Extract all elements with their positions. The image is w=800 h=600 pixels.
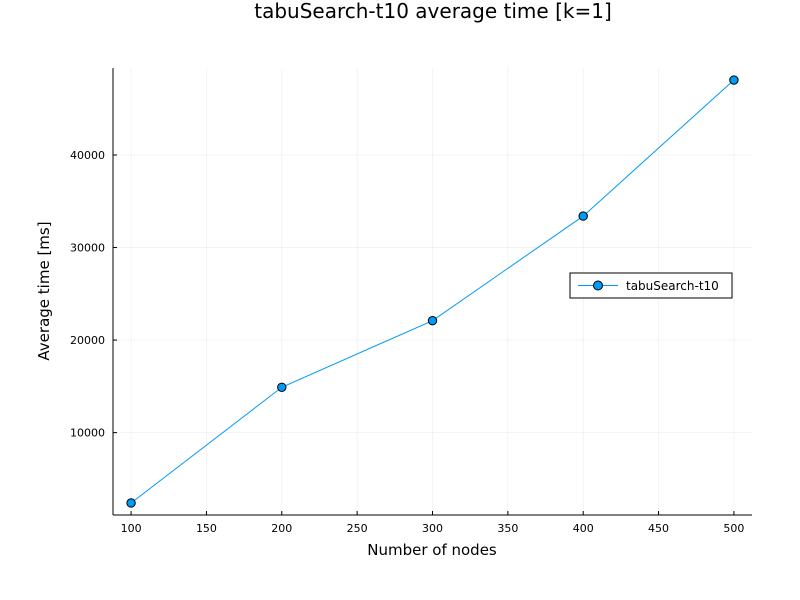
x-tick-label: 400 — [573, 522, 594, 535]
x-tick-label: 350 — [497, 522, 518, 535]
legend-series-name: tabuSearch-t10 — [626, 279, 719, 293]
x-tick-label: 200 — [271, 522, 292, 535]
x-tick-label: 500 — [723, 522, 744, 535]
series — [126, 75, 739, 508]
legend-marker — [593, 280, 603, 291]
x-tick-label: 100 — [121, 522, 142, 535]
x-tick-label: 300 — [422, 522, 443, 535]
x-axis-label: Number of nodes — [367, 541, 497, 559]
data-point — [427, 315, 438, 326]
data-point — [729, 75, 739, 85]
y-tick-label: 20000 — [70, 334, 105, 347]
y-tick-label: 10000 — [70, 427, 105, 440]
legend: tabuSearch-t10 — [569, 272, 733, 299]
data-point — [126, 498, 136, 508]
x-tick-label: 450 — [648, 522, 669, 535]
chart-title: tabuSearch-t10 average time [k=1] — [254, 0, 612, 23]
x-tick-label: 150 — [196, 522, 217, 535]
y-ticks: 10000 20000 30000 40000 — [70, 149, 117, 440]
y-axis-label: Average time [ms] — [35, 221, 53, 360]
x-tick-label: 250 — [347, 522, 368, 535]
data-point — [277, 382, 287, 392]
x-ticks: 100 150 200 250 300 350 400 450 500 — [121, 511, 744, 535]
y-tick-label: 40000 — [70, 149, 105, 162]
y-tick-label: 30000 — [70, 242, 105, 255]
grid — [113, 68, 752, 515]
data-point — [578, 211, 588, 221]
